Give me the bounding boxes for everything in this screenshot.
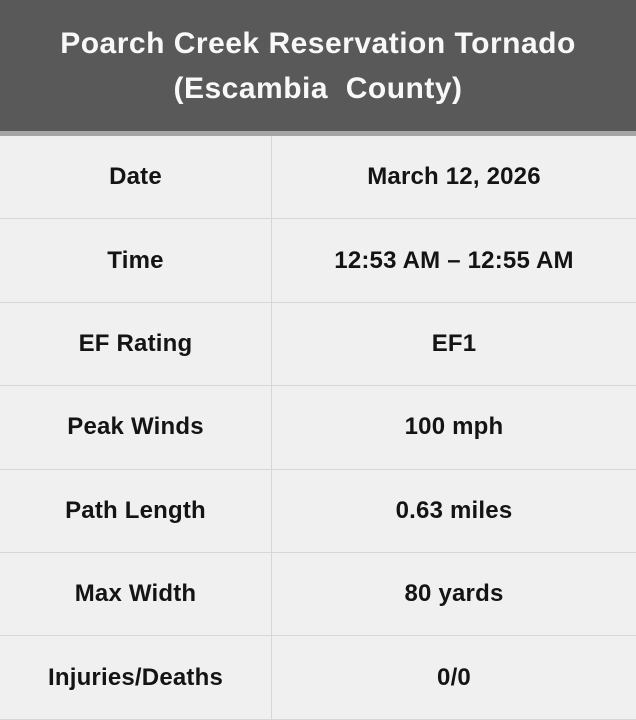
- infobox-table: Date March 12, 2026 Time 12:53 AM – 12:5…: [0, 136, 636, 720]
- row-label: Max Width: [0, 552, 272, 636]
- row-label: Path Length: [0, 469, 272, 552]
- row-label: Injuries/Deaths: [0, 636, 272, 719]
- row-label: Date: [0, 136, 272, 219]
- row-value: EF1: [431, 329, 477, 357]
- infobox-title-line2: (Escambia County): [173, 71, 463, 105]
- row-value: 12:53 AM – 12:55 AM: [334, 246, 574, 274]
- infobox-title-line1: Poarch Creek Reservation Tornado: [60, 26, 576, 60]
- table-row: Path Length 0.63 miles: [0, 469, 636, 553]
- row-label: Time: [0, 219, 272, 302]
- row-value: 0/0: [437, 663, 471, 691]
- table-row: Time 12:53 AM – 12:55 AM: [0, 219, 636, 303]
- infobox-header: Poarch Creek Reservation Tornado (Escamb…: [0, 0, 636, 136]
- table-row: Peak Winds 100 mph: [0, 386, 636, 470]
- table-row: EF Rating EF1: [0, 302, 636, 387]
- row-label: Peak Winds: [0, 386, 272, 469]
- row-value: 100 mph: [404, 413, 504, 441]
- row-value: March 12, 2026: [367, 163, 541, 191]
- row-label: EF Rating: [0, 302, 272, 386]
- table-row: Max Width 80 yards: [0, 552, 636, 637]
- row-value: 0.63 miles: [395, 496, 513, 524]
- table-row: Date March 12, 2026: [0, 136, 636, 220]
- table-row: Injuries/Deaths 0/0: [0, 636, 636, 720]
- row-value: 80 yards: [404, 580, 504, 608]
